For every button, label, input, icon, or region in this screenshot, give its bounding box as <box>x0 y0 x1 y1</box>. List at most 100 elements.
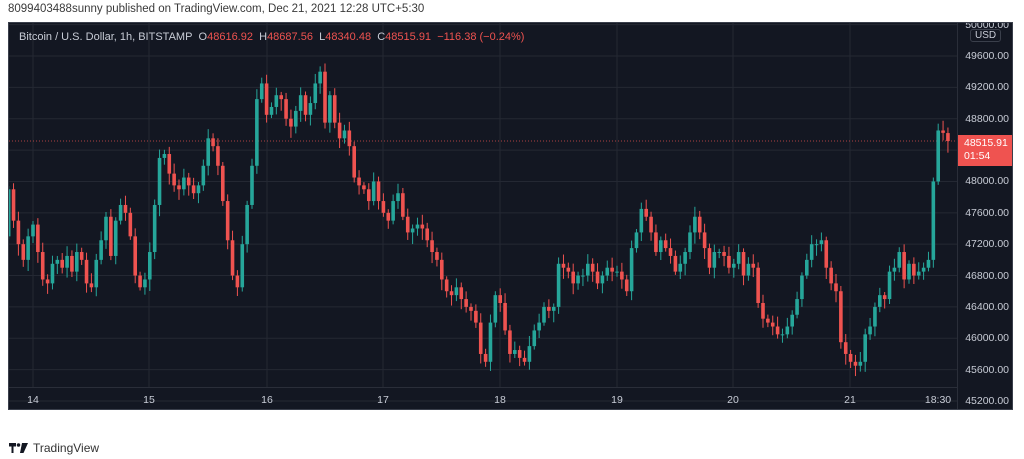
candle <box>882 292 887 309</box>
currency-badge[interactable]: USD <box>970 29 1002 42</box>
candle <box>775 316 780 339</box>
candle <box>313 73 318 110</box>
candle <box>328 91 332 133</box>
candle <box>298 87 303 122</box>
price-axis[interactable]: 45200.00 45600.00 46000.00 46400.00 46800.00… <box>957 23 1012 409</box>
candle <box>488 314 493 371</box>
candle <box>152 199 157 260</box>
time-label: 17 <box>377 394 389 406</box>
price-label: 49200.00 <box>965 81 1009 94</box>
candle <box>659 236 663 261</box>
time-axis[interactable]: 14 15 16 17 18 19 20 21 18:30 <box>9 387 957 409</box>
candle <box>556 257 561 314</box>
candle <box>405 208 410 240</box>
candle <box>444 276 449 298</box>
symbol-title: Bitcoin / U.S. Dollar, 1h, BITSTAMP <box>19 31 193 43</box>
low-label: L <box>319 31 326 43</box>
candle <box>474 304 478 328</box>
price-label: 48000.00 <box>965 175 1009 188</box>
candle <box>946 127 950 153</box>
tradingview-name: TradingView <box>33 441 100 455</box>
candle <box>586 254 590 282</box>
candle <box>610 257 614 282</box>
candle <box>673 250 678 275</box>
chart-container[interactable]: Bitcoin / U.S. Dollar, 1h, BITSTAMP O486… <box>8 22 1013 410</box>
candle <box>727 246 731 274</box>
candle <box>576 271 580 290</box>
candle <box>693 206 697 244</box>
candle <box>493 291 498 328</box>
candle <box>736 244 741 270</box>
candle <box>118 198 123 225</box>
candlestick-plot[interactable] <box>9 23 957 410</box>
candle <box>342 124 347 144</box>
candle <box>639 202 644 242</box>
candle <box>167 146 172 185</box>
candle <box>279 91 283 111</box>
candle <box>590 258 595 282</box>
candle <box>688 225 692 260</box>
candle <box>571 263 575 295</box>
price-label: 46800.00 <box>965 269 1009 282</box>
time-label: 15 <box>143 394 155 406</box>
candle <box>123 195 128 221</box>
candle <box>941 120 945 141</box>
candle <box>186 172 191 196</box>
last-price-value: 48515.91 <box>964 137 1008 149</box>
time-label: 18 <box>494 394 506 406</box>
tradingview-branding[interactable]: TradingView <box>9 441 99 455</box>
candle <box>936 123 940 185</box>
candle <box>9 186 11 240</box>
candle <box>143 272 147 295</box>
candle <box>878 287 882 313</box>
candle <box>386 209 391 229</box>
candle <box>172 163 176 192</box>
tradingview-logo-icon <box>9 443 28 453</box>
candle <box>712 244 717 279</box>
candle <box>912 257 916 285</box>
candle <box>464 291 468 313</box>
candle <box>756 262 760 308</box>
candle <box>357 170 361 195</box>
candle <box>902 244 906 289</box>
candle <box>795 291 799 319</box>
candle <box>858 351 863 372</box>
price-label: 45200.00 <box>965 395 1009 407</box>
candle <box>478 313 483 364</box>
open-label: O <box>198 31 208 43</box>
candle <box>761 294 765 328</box>
candle <box>907 260 911 284</box>
candle <box>566 262 571 279</box>
candle <box>683 247 687 276</box>
time-label: 18:30 <box>924 394 952 406</box>
candle <box>503 293 507 335</box>
time-label: 14 <box>27 394 39 406</box>
candle <box>31 221 35 244</box>
high-value: 48687.56 <box>267 31 313 43</box>
candle <box>843 334 848 365</box>
candle <box>216 138 220 176</box>
candle <box>440 252 444 291</box>
candle <box>245 200 249 253</box>
candle <box>513 341 517 359</box>
close-label: C <box>377 31 386 43</box>
candle <box>522 350 527 366</box>
candle <box>547 299 551 319</box>
price-label: 48800.00 <box>965 112 1009 125</box>
close-value: 48515.91 <box>385 31 432 43</box>
candle <box>269 102 274 119</box>
candle <box>620 262 624 289</box>
candle <box>45 274 50 294</box>
candle <box>663 233 668 252</box>
candle <box>469 303 473 321</box>
open-value: 48616.92 <box>207 31 253 43</box>
price-label: 46400.00 <box>965 300 1009 313</box>
candle <box>60 253 64 274</box>
candle <box>868 317 872 340</box>
candle <box>371 172 376 206</box>
candle <box>225 194 230 250</box>
candle <box>644 199 648 221</box>
candle <box>55 255 60 274</box>
candle <box>697 210 702 240</box>
candle <box>79 247 84 265</box>
